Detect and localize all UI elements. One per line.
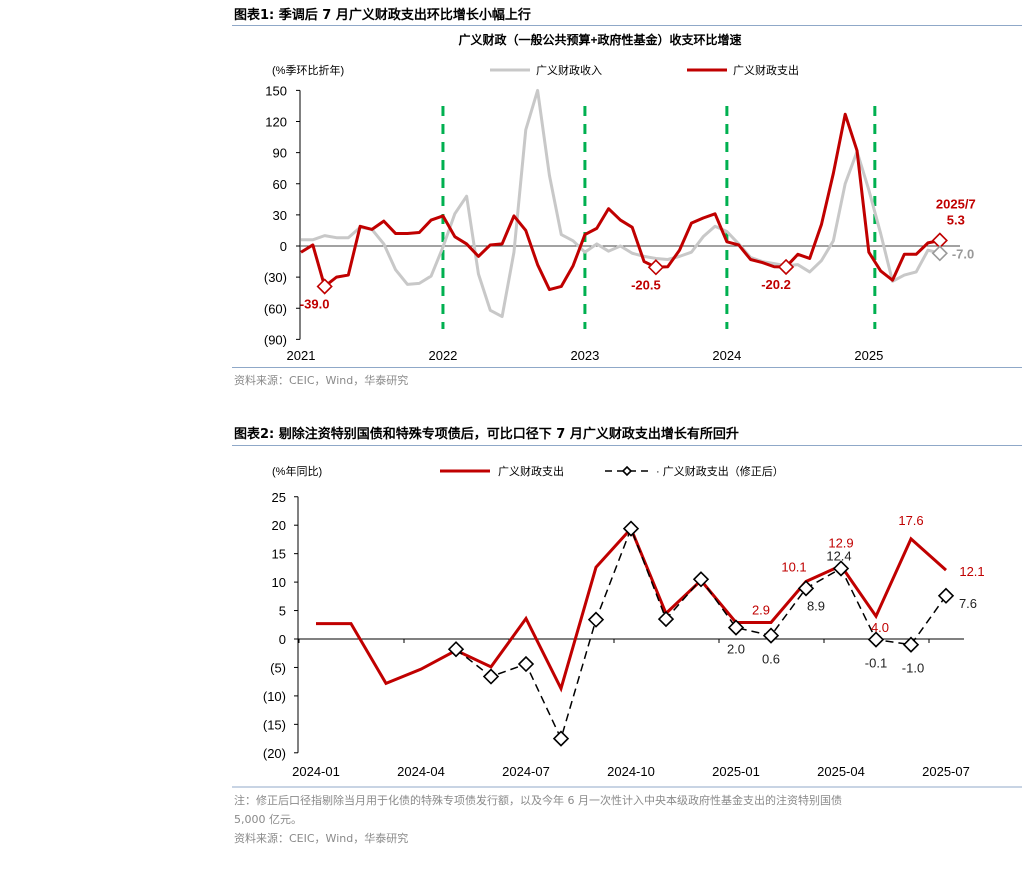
legend-label-revenue: 广义财政收入 [536,63,602,77]
y-tick-label: 90 [273,146,287,161]
y-tick-label: 30 [273,208,287,223]
data-label-adjusted: 8.9 [807,598,825,613]
figure2-note-line1: 注：修正后口径指剔除当月用于化债的特殊专项债发行额，以及今年 6 月一次性计入中… [234,794,842,807]
y-tick-label: (5) [270,660,286,675]
annotation-marker [647,259,665,276]
data-label-expenditure: 4.0 [871,620,889,635]
data-label-adjusted: 2.0 [727,642,745,657]
annotation-marker [316,278,333,295]
x-tick-label: 2022 [428,348,457,363]
data-label-expenditure: 10.1 [781,560,806,575]
legend-label-expenditure: 广义财政支出 [498,464,564,478]
annotation-label: -39.0 [300,296,330,311]
figure2-rule [232,445,1022,446]
data-label-expenditure: 2.9 [752,602,770,617]
data-label-expenditure: 12.9 [828,536,853,551]
series-adjusted-marker [587,611,605,628]
figure2-bottom-rule [232,786,1022,788]
y-tick-label: (15) [263,717,286,732]
y-tick-label: 120 [265,115,287,130]
data-label-adjusted: 0.6 [762,652,780,667]
series-adjusted-marker [517,655,535,673]
x-tick-label: 2024-04 [397,764,445,779]
x-tick-label: 2025-01 [712,764,760,779]
data-label-expenditure: 12.1 [959,564,984,579]
y-tick-label: 10 [272,575,286,590]
y-tick-label: (10) [263,689,286,704]
y-tick-label: 150 [265,83,287,98]
series-adjusted-marker [552,730,570,747]
y-tick-label: 15 [272,547,286,562]
series-adjusted-marker [657,610,675,628]
x-tick-label: 2025 [854,348,883,363]
figure1-source: 资料来源：CEIC，Wind，华泰研究 [234,374,409,387]
y-tick-label: (20) [263,746,286,761]
annotation-marker [777,258,795,276]
series-adjusted-marker [727,619,745,636]
series-adjusted-marker [692,571,710,588]
series-adjusted-marker [762,627,780,644]
series-adjusted-marker [937,587,955,604]
x-tick-label: 2024-10 [607,764,655,779]
series-expenditure-line [300,112,941,292]
series-adjusted-marker [447,641,465,658]
y-tick-label: 0 [279,632,286,647]
x-tick-label: 2025-07 [922,764,970,779]
series-adjusted-marker [867,631,885,648]
y-tick-label: 0 [280,239,287,254]
figure2-note-line2: 5,000 亿元。 [234,813,302,826]
data-label-expenditure: 17.6 [898,513,923,528]
series-adjusted-marker [622,520,640,537]
annotation-label-value: 5.3 [947,213,965,228]
x-tick-label: 2024-01 [292,764,340,779]
x-tick-label: 2024-07 [502,764,550,779]
chart2-ylabel: (%年同比) [272,464,322,478]
annotation-marker [931,245,948,262]
series-adjusted-marker [832,560,850,577]
x-tick-label: 2024 [712,348,741,363]
legend-label-expenditure: 广义财政支出 [733,63,799,77]
annotation-label: -20.5 [631,277,661,292]
figure1-title: 图表1: 季调后 7 月广义财政支出环比增长小幅上行 [234,8,531,23]
y-tick-label: (60) [264,301,287,316]
annotation-label-date: 2025/7 [936,197,976,212]
x-tick-label: 2023 [570,348,599,363]
figure2-source: 资料来源：CEIC，Wind，华泰研究 [234,832,409,845]
figure2-title: 图表2: 剔除注资特别国债和特殊专项债后，可比口径下 7 月广义财政支出增长有所… [234,427,739,442]
series-revenue-line [301,88,941,319]
chart1-ylabel: (%季环比折年) [272,63,344,77]
y-tick-label: 5 [279,604,286,619]
y-tick-label: 20 [272,518,286,533]
series-adjusted-marker [902,636,920,653]
annotation-label: -7.0 [952,246,974,261]
figure1-rule [232,25,1022,26]
series-adjusted-marker [482,668,500,685]
series-adjusted-marker [797,580,815,597]
data-label-adjusted: 7.6 [959,596,977,611]
y-tick-label: 60 [273,177,287,192]
x-tick-label: 2021 [287,348,316,363]
y-tick-label: 25 [272,490,286,505]
y-tick-label: (30) [264,270,287,285]
legend-marker-adjusted [621,465,633,477]
y-tick-label: (90) [264,332,287,347]
figure1-bottom-rule [232,367,1022,368]
annotation-label: -20.2 [761,277,791,292]
data-label-adjusted: -0.1 [865,656,887,671]
x-tick-label: 2025-04 [817,764,865,779]
chart2: (%年同比) 广义财政支出 · 广义财政支出（修正后） 25 20 15 10 5 0 (5) (1… [263,464,985,779]
data-label-adjusted: -1.0 [902,661,924,676]
chart1: 广义财政（一般公共预算+政府性基金）收支环比增速 (%季环比折年) 广义财政收入 广义… [264,32,976,363]
chart1-title: 广义财政（一般公共预算+政府性基金）收支环比增速 [458,32,741,47]
data-label-adjusted: 12.4 [826,548,851,563]
legend-label-adjusted: · 广义财政支出（修正后） [656,464,784,478]
